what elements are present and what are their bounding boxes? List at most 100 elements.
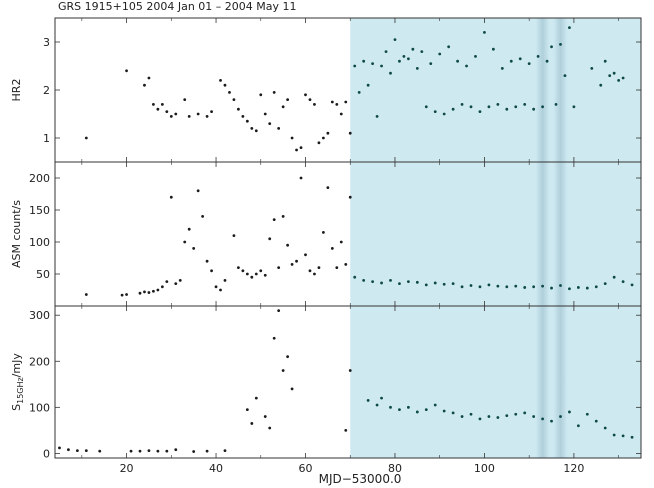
data-point bbox=[286, 98, 290, 101]
panel-2: 50 100 150 200 ASM count/s bbox=[10, 161, 642, 307]
data-point bbox=[380, 64, 383, 68]
data-point bbox=[290, 136, 294, 140]
data-point bbox=[183, 98, 187, 101]
data-point bbox=[223, 449, 227, 453]
data-point bbox=[406, 57, 410, 61]
data-point bbox=[58, 446, 61, 450]
y-axis-label-sub: 15GHz bbox=[16, 377, 25, 404]
data-point bbox=[84, 293, 88, 296]
data-point bbox=[313, 272, 316, 276]
data-point bbox=[272, 336, 276, 340]
data-point bbox=[433, 403, 437, 407]
data-point bbox=[415, 410, 419, 414]
data-point bbox=[169, 115, 173, 118]
data-point bbox=[223, 83, 227, 87]
y-tick-label: 3 bbox=[43, 36, 50, 49]
data-point bbox=[339, 240, 343, 244]
data-point bbox=[585, 412, 589, 416]
data-point bbox=[250, 126, 254, 130]
data-point bbox=[160, 285, 164, 289]
data-point bbox=[281, 105, 285, 109]
data-point bbox=[451, 282, 455, 285]
data-point bbox=[281, 215, 285, 218]
data-point bbox=[277, 126, 281, 130]
data-point bbox=[568, 26, 571, 29]
data-point bbox=[326, 186, 330, 190]
data-point bbox=[594, 285, 598, 289]
data-point bbox=[254, 272, 258, 276]
data-point bbox=[599, 83, 603, 87]
data-point bbox=[219, 79, 222, 82]
data-point bbox=[344, 263, 348, 266]
data-point bbox=[532, 285, 536, 289]
data-point bbox=[478, 285, 482, 289]
data-point bbox=[415, 280, 419, 284]
data-point bbox=[523, 103, 527, 106]
y-tick-label: 100 bbox=[29, 401, 50, 414]
data-point bbox=[344, 428, 348, 432]
data-point bbox=[402, 55, 406, 58]
data-point bbox=[541, 284, 544, 288]
data-point bbox=[313, 103, 316, 106]
data-point bbox=[263, 273, 267, 277]
data-point bbox=[129, 449, 133, 453]
vertical-band bbox=[535, 18, 550, 162]
data-point bbox=[281, 369, 285, 372]
data-point bbox=[389, 279, 392, 282]
data-point bbox=[254, 396, 258, 400]
data-point bbox=[187, 115, 191, 118]
data-point bbox=[460, 285, 464, 289]
data-point bbox=[362, 279, 366, 282]
data-point bbox=[366, 83, 370, 87]
x-tick-label: 80 bbox=[388, 462, 402, 475]
data-point bbox=[183, 240, 187, 244]
data-point bbox=[321, 136, 325, 140]
data-point bbox=[420, 50, 424, 53]
data-point bbox=[380, 396, 383, 400]
data-point bbox=[268, 237, 272, 241]
data-point bbox=[304, 253, 307, 257]
data-point bbox=[210, 269, 213, 273]
data-point bbox=[192, 247, 196, 250]
data-point bbox=[272, 91, 276, 94]
data-point bbox=[156, 449, 160, 453]
data-point bbox=[143, 83, 146, 87]
data-point bbox=[568, 410, 571, 414]
data-point bbox=[442, 112, 446, 116]
vertical-band bbox=[535, 306, 550, 458]
data-point bbox=[98, 449, 102, 453]
data-point bbox=[617, 79, 621, 82]
data-point bbox=[603, 282, 607, 285]
data-point bbox=[612, 433, 616, 437]
data-point bbox=[478, 417, 482, 421]
data-point bbox=[398, 59, 401, 63]
data-point bbox=[308, 269, 312, 273]
data-point bbox=[393, 38, 397, 41]
data-point bbox=[272, 218, 276, 222]
data-point bbox=[268, 426, 272, 430]
data-point bbox=[487, 105, 491, 109]
shaded-region bbox=[350, 306, 641, 458]
data-point bbox=[514, 412, 518, 416]
data-point bbox=[527, 62, 531, 65]
data-point bbox=[576, 286, 580, 289]
data-point bbox=[152, 289, 155, 293]
data-point bbox=[165, 449, 169, 453]
data-point bbox=[518, 57, 522, 61]
data-point bbox=[371, 280, 375, 284]
data-point bbox=[603, 426, 607, 430]
vertical-band bbox=[553, 306, 568, 458]
data-point bbox=[545, 59, 549, 63]
data-point bbox=[398, 282, 401, 285]
data-point bbox=[178, 279, 182, 282]
data-point bbox=[152, 103, 155, 106]
data-point bbox=[442, 409, 446, 413]
data-point bbox=[532, 415, 536, 418]
data-point bbox=[469, 284, 473, 287]
data-point bbox=[572, 105, 576, 109]
data-point bbox=[603, 59, 607, 63]
data-point bbox=[138, 291, 142, 295]
y-axis-label: HR2 bbox=[10, 79, 23, 102]
data-point bbox=[469, 412, 473, 416]
data-point bbox=[196, 189, 200, 193]
